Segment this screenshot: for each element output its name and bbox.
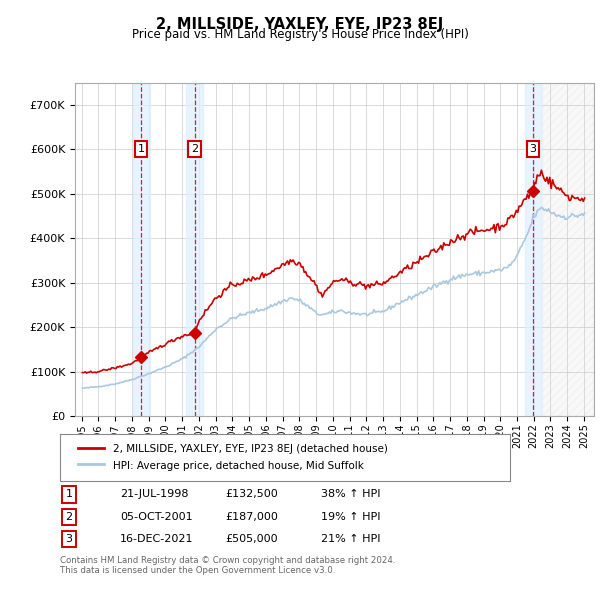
Bar xyxy=(524,83,541,416)
Text: 05-OCT-2001: 05-OCT-2001 xyxy=(120,512,193,522)
Text: £187,000: £187,000 xyxy=(225,512,278,522)
Text: 2: 2 xyxy=(65,512,73,522)
Legend: 2, MILLSIDE, YAXLEY, EYE, IP23 8EJ (detached house), HPI: Average price, detache: 2, MILLSIDE, YAXLEY, EYE, IP23 8EJ (deta… xyxy=(74,440,392,475)
Text: 2, MILLSIDE, YAXLEY, EYE, IP23 8EJ: 2, MILLSIDE, YAXLEY, EYE, IP23 8EJ xyxy=(157,17,443,31)
Bar xyxy=(187,83,203,416)
Text: 16-DEC-2021: 16-DEC-2021 xyxy=(120,535,193,544)
Text: 19% ↑ HPI: 19% ↑ HPI xyxy=(321,512,380,522)
Text: £505,000: £505,000 xyxy=(225,535,278,544)
Text: 1: 1 xyxy=(137,145,145,154)
Text: Contains HM Land Registry data © Crown copyright and database right 2024.: Contains HM Land Registry data © Crown c… xyxy=(60,556,395,565)
Text: This data is licensed under the Open Government Licence v3.0.: This data is licensed under the Open Gov… xyxy=(60,566,335,575)
Text: 3: 3 xyxy=(65,535,73,544)
Text: 3: 3 xyxy=(530,145,536,154)
Text: Price paid vs. HM Land Registry's House Price Index (HPI): Price paid vs. HM Land Registry's House … xyxy=(131,28,469,41)
Text: 21-JUL-1998: 21-JUL-1998 xyxy=(120,490,188,499)
Text: 21% ↑ HPI: 21% ↑ HPI xyxy=(321,535,380,544)
Text: 38% ↑ HPI: 38% ↑ HPI xyxy=(321,490,380,499)
Bar xyxy=(133,83,149,416)
Text: 2: 2 xyxy=(191,145,198,154)
Text: £132,500: £132,500 xyxy=(225,490,278,499)
Text: 1: 1 xyxy=(65,490,73,499)
